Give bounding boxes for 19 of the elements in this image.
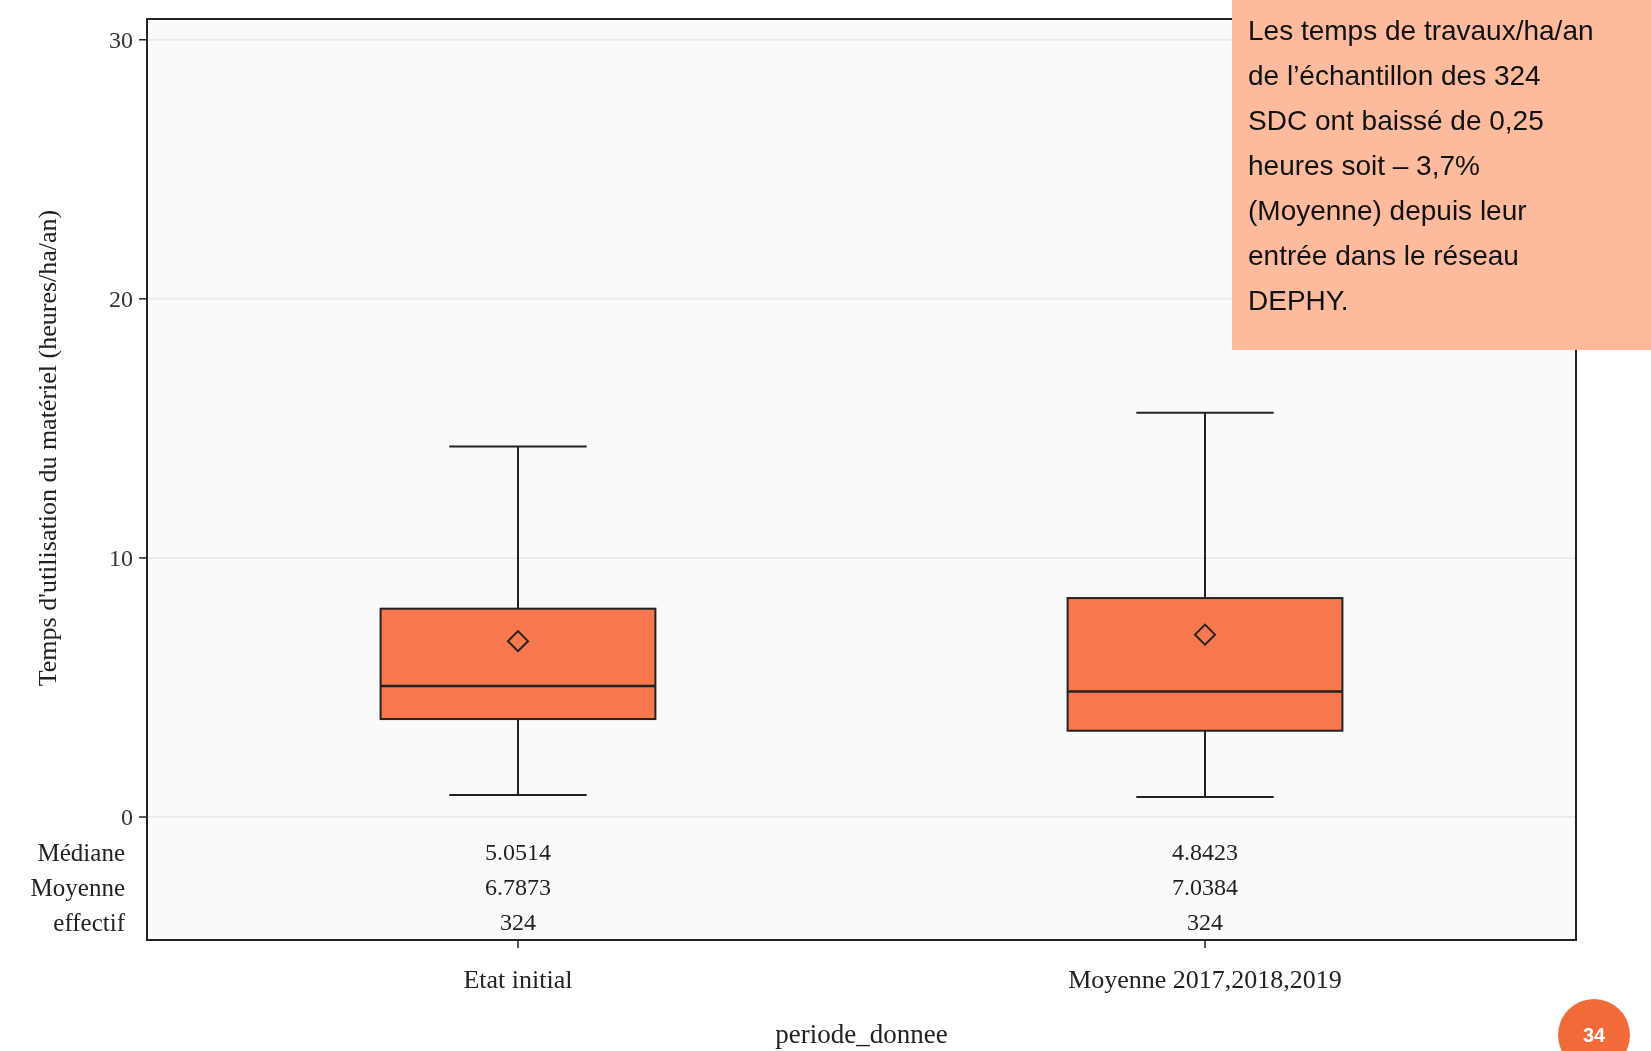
text: Moyenne [30, 873, 125, 901]
text: 324 [1187, 909, 1224, 936]
text: 6.7873 [484, 874, 551, 901]
x-tick-label: Etat initial [463, 965, 573, 994]
y-tick-label: 10 [109, 545, 133, 572]
text: 324 [499, 909, 536, 936]
annotation: Les temps de travaux/ha/an de l’échantillon des 324 SDC ont baissé de 0,25 heures soit – 3,7% (Moyenne) depuis leur entrée dans le réseau DEPHY. [1248, 15, 1594, 316]
text: Médiane [37, 838, 125, 866]
x-tick-label: Moyenne 2017,2018,2019 [1068, 965, 1342, 994]
y-tick-label: 0 [121, 804, 133, 831]
y-tick-label: 30 [109, 27, 133, 54]
text: 7.0384 [1172, 874, 1239, 901]
text: 4.8423 [1172, 839, 1239, 866]
y-tick-label: 20 [109, 286, 133, 313]
text: effectif [53, 908, 126, 936]
text: 5.0514 [484, 839, 551, 866]
y-axis-title: Temps d'utilisation du matériel (heures/ha/an) [33, 209, 62, 687]
x-axis-title: periode_donnee [775, 1019, 948, 1049]
text: 34 [1582, 1024, 1606, 1046]
